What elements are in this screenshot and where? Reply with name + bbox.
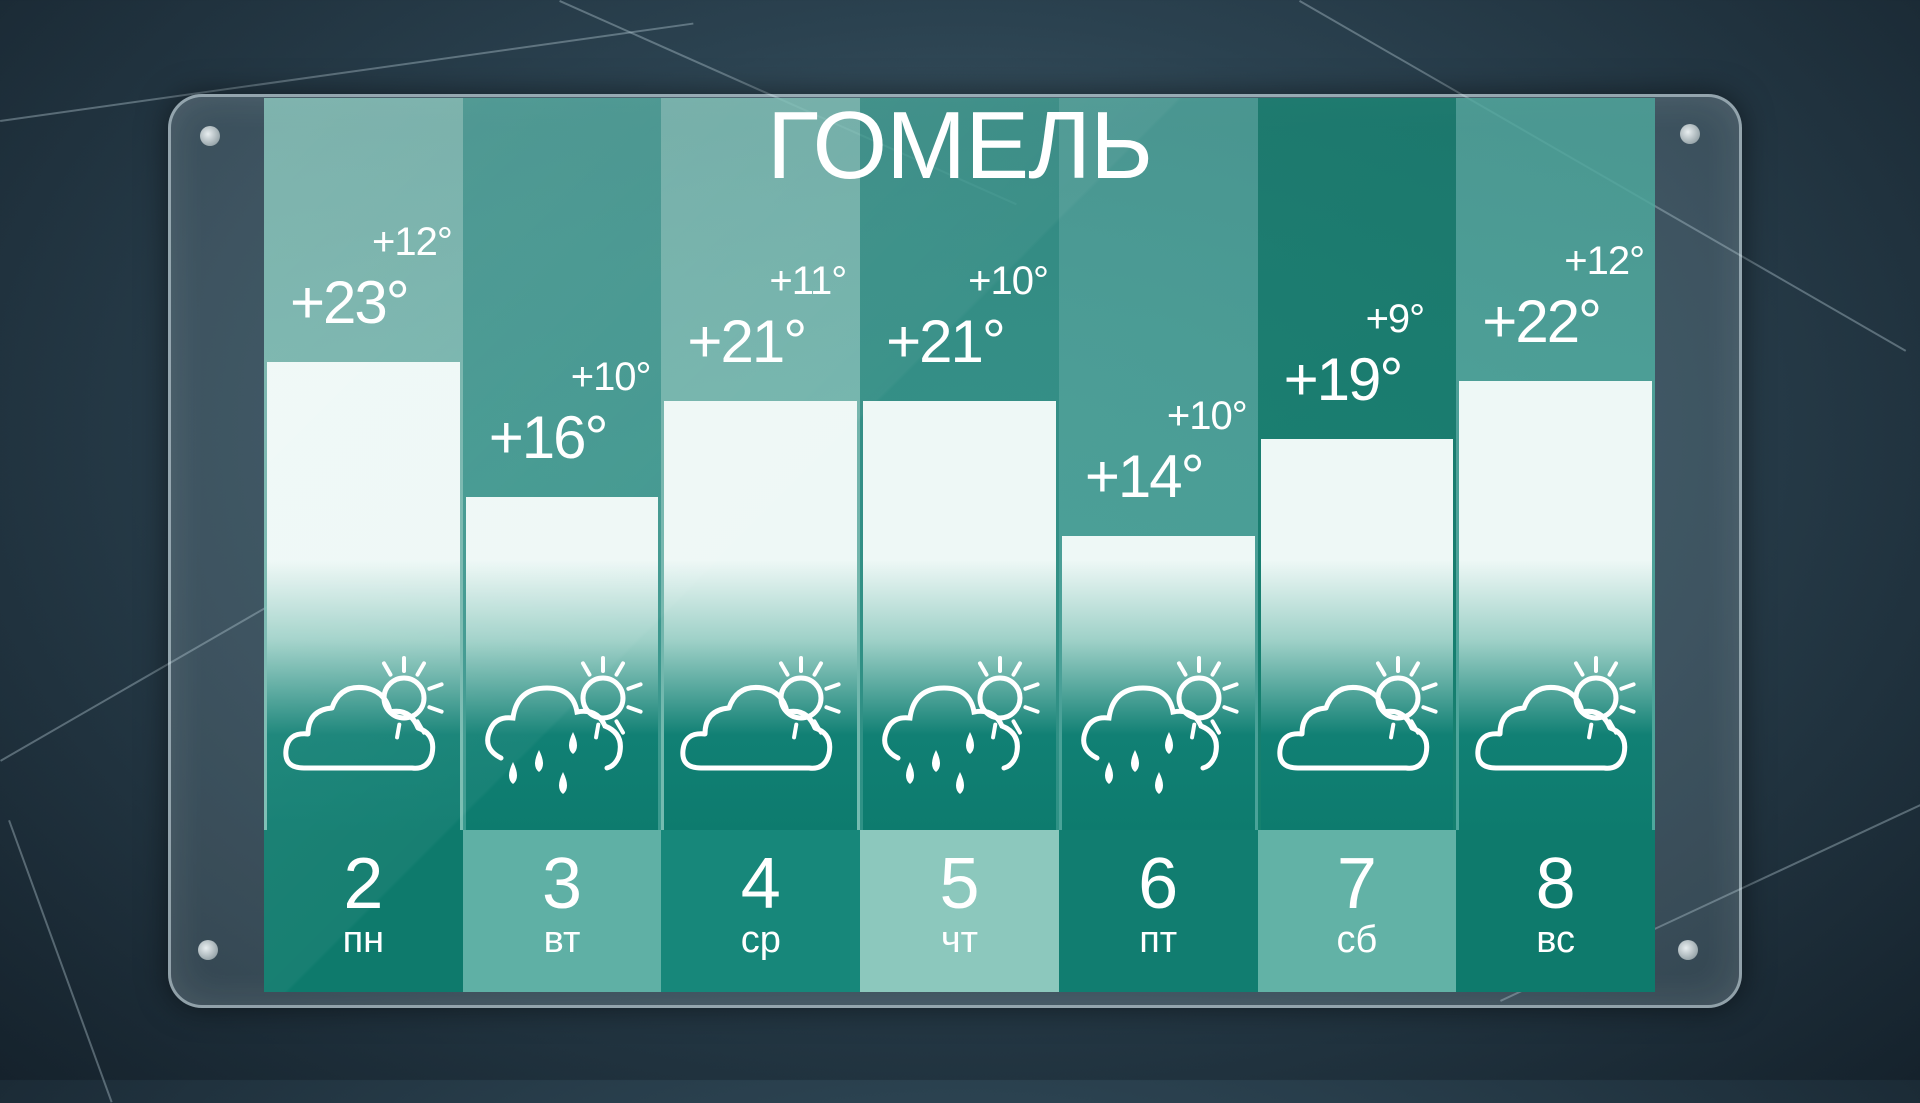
- high-temperature: +22°: [1482, 288, 1602, 356]
- screw-icon: [1678, 940, 1698, 960]
- low-temperature: +10°: [968, 258, 1049, 303]
- day-number: 3: [542, 844, 583, 924]
- partly-cloudy-icon: [1268, 638, 1448, 808]
- weekday: вс: [1536, 919, 1575, 961]
- day-top-section: +14° +10°: [1058, 98, 1258, 830]
- screw-icon: [1680, 124, 1700, 144]
- date-cell: 2 пн: [264, 830, 463, 992]
- date-cell: 3 вт: [462, 830, 662, 992]
- weekday: ср: [740, 919, 781, 961]
- weekday: пн: [342, 919, 385, 961]
- city-title: ГОМЕЛЬ: [766, 98, 1153, 199]
- temperature-bar: [664, 400, 858, 830]
- day-column: +21° +11° 4 ср: [661, 98, 861, 992]
- day-top-section: +21° +10°: [860, 98, 1059, 830]
- day-number: 7: [1336, 844, 1377, 924]
- date-cell: 5 чт: [860, 830, 1059, 992]
- day-number: 5: [939, 844, 980, 924]
- low-temperature: +9°: [1365, 297, 1426, 342]
- temperature-bar: [267, 362, 460, 830]
- low-temperature: +12°: [1564, 239, 1645, 284]
- date-cell: 6 пт: [1058, 830, 1258, 992]
- day-number: 2: [343, 844, 384, 924]
- rain-with-sun-icon: [473, 638, 653, 808]
- high-temperature: +23°: [290, 269, 410, 336]
- weekday: вт: [543, 919, 581, 961]
- day-number: 8: [1535, 844, 1576, 924]
- screw-icon: [200, 126, 220, 146]
- day-column: +21° +10° 5 чт: [860, 98, 1059, 992]
- weekday: сб: [1336, 919, 1378, 961]
- forecast-panel: ГОМЕЛЬ +23° +12° 2 пн +16° +10° 3 вт +21…: [264, 98, 1655, 992]
- high-temperature: +19°: [1283, 346, 1404, 414]
- date-cell: 8 вс: [1456, 830, 1655, 992]
- partly-cloudy-icon: [274, 638, 454, 808]
- day-top-section: +16° +10°: [462, 98, 662, 830]
- day-top-section: +21° +11°: [661, 98, 861, 830]
- low-temperature: +11°: [769, 258, 847, 303]
- temperature-bar: [1459, 381, 1652, 830]
- weekday: чт: [940, 919, 979, 961]
- day-column: +19° +9° 7 сб: [1257, 98, 1457, 992]
- date-cell: 7 сб: [1257, 830, 1457, 992]
- date-cell: 4 ср: [661, 830, 861, 992]
- rain-with-sun-icon: [1069, 638, 1249, 808]
- day-top-section: +19° +9°: [1257, 98, 1457, 830]
- day-top-section: +22° +12°: [1456, 98, 1655, 830]
- day-column: +22° +12° 8 вс: [1456, 98, 1655, 992]
- weekday: пт: [1139, 919, 1178, 961]
- day-number: 4: [740, 844, 781, 924]
- screw-icon: [198, 940, 218, 960]
- rain-with-sun-icon: [870, 638, 1050, 808]
- partly-cloudy-icon: [1466, 638, 1646, 808]
- high-temperature: +21°: [687, 307, 807, 375]
- partly-cloudy-icon: [671, 638, 851, 808]
- low-temperature: +10°: [570, 355, 652, 400]
- day-top-section: +23° +12°: [264, 98, 463, 830]
- day-column: +23° +12° 2 пн: [264, 98, 463, 992]
- day-number: 6: [1138, 844, 1179, 924]
- high-temperature: +16°: [488, 404, 609, 472]
- high-temperature: +21°: [886, 307, 1006, 375]
- high-temperature: +14°: [1084, 442, 1205, 510]
- low-temperature: +10°: [1166, 393, 1248, 438]
- day-column: +16° +10° 3 вт: [462, 98, 662, 992]
- low-temperature: +12°: [372, 220, 453, 264]
- day-column: +14° +10° 6 пт: [1058, 98, 1258, 992]
